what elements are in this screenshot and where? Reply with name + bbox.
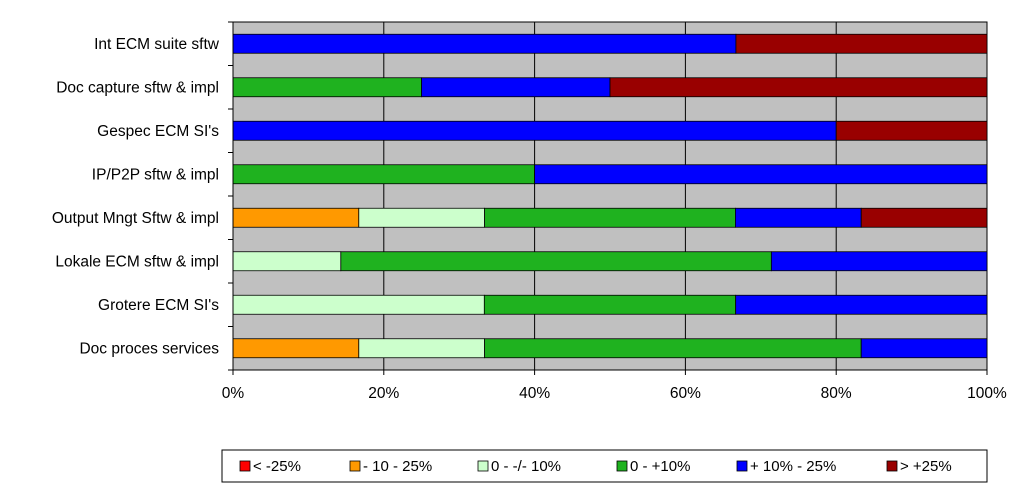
bar-segment	[232, 207, 360, 228]
bar-segment	[860, 338, 988, 359]
bar-segment	[735, 33, 988, 54]
x-tick-label: 0%	[222, 385, 245, 402]
legend: < -25% - 10 - 25% 0 - -/- 10% 0 - +10% + 10%…	[221, 449, 988, 483]
legend-swatch	[477, 460, 489, 472]
category-label: IP/P2P sftw & impl	[92, 166, 219, 183]
bar-segment	[484, 338, 862, 359]
legend-label: + 10% - 25%	[750, 458, 836, 475]
legend-label: - 10 - 25%	[363, 458, 432, 475]
bar-segment	[358, 338, 485, 359]
category-label: Doc proces services	[79, 340, 219, 357]
legend-label: < -25%	[253, 458, 301, 475]
bar-segment	[835, 120, 988, 141]
bar-segment	[232, 120, 837, 141]
bar-segment	[483, 294, 737, 315]
x-tick-label: 20%	[368, 385, 399, 402]
plot-area	[232, 21, 988, 371]
bar-segment	[421, 77, 611, 98]
legend-label: 0 - +10%	[630, 458, 690, 475]
bar-segment	[340, 251, 772, 272]
bar-segment	[735, 207, 862, 228]
axes	[228, 21, 988, 375]
bar-segment	[232, 77, 422, 98]
bar-segment	[860, 207, 988, 228]
x-tick-label: 60%	[670, 385, 701, 402]
category-label: Output Mngt Sftw & impl	[52, 210, 219, 227]
bar-segment	[609, 77, 988, 98]
legend-swatch	[736, 460, 748, 472]
bar-segment	[232, 338, 360, 359]
bar-segment	[534, 164, 988, 185]
legend-label: > +25%	[900, 458, 952, 475]
category-label: Int ECM suite sftw	[94, 36, 220, 53]
legend-swatch	[349, 460, 361, 472]
x-tick-label: 100%	[967, 385, 1007, 402]
bar-segment	[484, 207, 736, 228]
category-label: Doc capture sftw & impl	[56, 79, 219, 96]
category-label: Grotere ECM SI's	[98, 297, 219, 314]
legend-box	[221, 449, 988, 483]
category-labels: Int ECM suite sftw Doc capture sftw & imp…	[52, 36, 220, 358]
bar-segment	[232, 294, 485, 315]
legend-swatch	[239, 460, 251, 472]
bar-segment	[232, 251, 342, 272]
category-label: Lokale ECM sftw & impl	[55, 253, 219, 270]
bar-segment	[735, 294, 988, 315]
bar-segment	[770, 251, 988, 272]
bar-segment	[232, 164, 536, 185]
tick-labels: 0% 20% 40% 60% 80% 100%	[222, 385, 1007, 402]
legend-swatch	[616, 460, 628, 472]
bar-segment	[232, 33, 737, 54]
x-tick-label: 80%	[821, 385, 852, 402]
legend-swatch	[886, 460, 898, 472]
legend-label: 0 - -/- 10%	[491, 458, 561, 475]
category-label: Gespec ECM SI's	[97, 123, 219, 140]
bar-segment	[358, 207, 485, 228]
x-tick-label: 40%	[519, 385, 550, 402]
